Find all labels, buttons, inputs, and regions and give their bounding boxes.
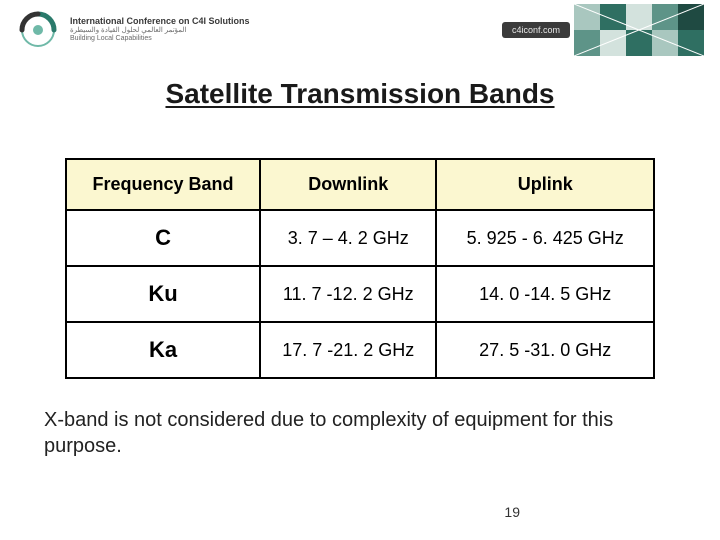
conference-logo-icon <box>16 8 60 52</box>
cell-uplink: 27. 5 -31. 0 GHz <box>436 322 654 378</box>
logo-block: International Conference on C4I Solution… <box>16 8 250 52</box>
logo-text: International Conference on C4I Solution… <box>70 17 250 42</box>
cell-band: Ku <box>66 266 260 322</box>
frequency-table-wrap: Frequency Band Downlink Uplink C 3. 7 – … <box>65 158 655 379</box>
cell-band: Ka <box>66 322 260 378</box>
cell-downlink: 3. 7 – 4. 2 GHz <box>260 210 436 266</box>
corner-graphic-icon <box>574 4 704 56</box>
cell-downlink: 11. 7 -12. 2 GHz <box>260 266 436 322</box>
footnote: X-band is not considered due to complexi… <box>44 407 644 459</box>
table-row: Ku 11. 7 -12. 2 GHz 14. 0 -14. 5 GHz <box>66 266 654 322</box>
slide-header: International Conference on C4I Solution… <box>0 0 720 60</box>
page-number: 19 <box>504 504 520 520</box>
cell-band: C <box>66 210 260 266</box>
header-right: c4iconf.com <box>502 4 704 56</box>
cell-uplink: 14. 0 -14. 5 GHz <box>436 266 654 322</box>
table-header-row: Frequency Band Downlink Uplink <box>66 159 654 210</box>
page-title: Satellite Transmission Bands <box>0 78 720 110</box>
logo-line-1: International Conference on C4I Solution… <box>70 17 250 27</box>
site-label: c4iconf.com <box>502 22 570 38</box>
table-row: Ka 17. 7 -21. 2 GHz 27. 5 -31. 0 GHz <box>66 322 654 378</box>
logo-line-3: Building Local Capabilities <box>70 35 250 43</box>
logo-line-2: المؤتمر العالمي لحلول القيادة والسيطرة <box>70 27 250 35</box>
table-row: C 3. 7 – 4. 2 GHz 5. 925 - 6. 425 GHz <box>66 210 654 266</box>
col-header-downlink: Downlink <box>260 159 436 210</box>
cell-downlink: 17. 7 -21. 2 GHz <box>260 322 436 378</box>
col-header-uplink: Uplink <box>436 159 654 210</box>
col-header-band: Frequency Band <box>66 159 260 210</box>
frequency-table: Frequency Band Downlink Uplink C 3. 7 – … <box>65 158 655 379</box>
cell-uplink: 5. 925 - 6. 425 GHz <box>436 210 654 266</box>
